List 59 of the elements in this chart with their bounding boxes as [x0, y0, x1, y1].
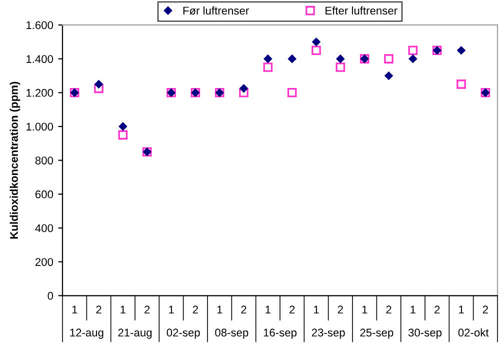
point: [118, 130, 128, 140]
x-tick-label: 1: [266, 306, 270, 314]
x-tick-label: 1: [169, 306, 174, 314]
point: [336, 54, 345, 64]
point: [288, 54, 296, 64]
point: [456, 46, 466, 55]
x-tick-label: 1: [217, 306, 222, 314]
y-tick-label: 200: [35, 258, 54, 266]
point: [384, 54, 394, 64]
y-tick-label: 800: [35, 156, 54, 164]
x-tick-label: 1: [120, 306, 126, 314]
point: [239, 88, 248, 98]
point: [263, 62, 273, 72]
x-tick-label: 1: [410, 306, 416, 314]
text: 23-sep: [312, 328, 345, 339]
text: 08-sep: [215, 328, 248, 339]
x-tick-label: 2: [96, 306, 102, 314]
x-tick-label: 2: [290, 306, 295, 314]
text: 30-sep: [408, 328, 442, 339]
text: 21-aug: [118, 328, 152, 339]
point: [264, 54, 272, 64]
x-tick-label: 2: [241, 306, 246, 314]
x-tick-label: 2: [434, 306, 440, 314]
legend-label: Efter luftrenser: [326, 6, 398, 15]
y-tick-label: 0: [48, 292, 54, 300]
point: [287, 88, 297, 98]
y-tick-label: 600: [36, 190, 54, 198]
point: [336, 62, 346, 72]
point: [312, 38, 321, 46]
point: [312, 46, 321, 56]
y-tick-label: 400: [35, 224, 54, 232]
x-tick-label: 2: [338, 306, 343, 314]
x-tick-label: 1: [362, 306, 368, 314]
x-tick-label: 1: [314, 306, 319, 314]
x-tick-label: 2: [144, 306, 150, 314]
y-tick-label: 1.600: [26, 21, 54, 30]
y-tick-label: 1.200: [26, 88, 54, 97]
point: [408, 54, 418, 64]
point: [384, 71, 394, 80]
x-tick-label: 2: [482, 306, 488, 314]
point: [456, 80, 466, 89]
text: 25-sep: [360, 328, 394, 339]
point: [94, 80, 104, 88]
point: [94, 84, 104, 94]
text: 02-okt: [458, 328, 489, 337]
y-axis-title: Kuldioxidkoncentration (ppm): [10, 82, 20, 239]
y-tick-label: 1.400: [26, 55, 54, 63]
point: [118, 122, 128, 131]
x-tick-label: 1: [72, 306, 78, 314]
point: [408, 46, 418, 56]
text: 12-aug: [70, 328, 104, 339]
point: [239, 84, 248, 93]
x-tick-label: 2: [192, 306, 198, 314]
y-tick-label: 1.000: [26, 122, 54, 131]
text: 16-sep: [264, 328, 297, 339]
legend-label: Før luftrenser: [183, 6, 249, 15]
x-tick-label: 2: [386, 306, 392, 314]
text: 02-sep: [166, 328, 200, 339]
x-tick-label: 1: [459, 306, 464, 314]
